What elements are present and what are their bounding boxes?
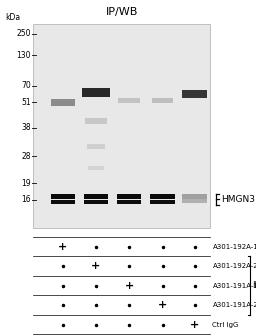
Text: 19: 19 [21,179,31,187]
Text: kDa: kDa [5,13,20,22]
Text: +: + [190,320,199,330]
Bar [117,200,141,204]
Text: 51: 51 [21,98,31,107]
Text: 130: 130 [16,51,31,60]
Text: +: + [58,242,67,252]
Bar [84,200,108,204]
Text: HMGN3: HMGN3 [221,195,255,204]
Text: 38: 38 [21,123,31,132]
Bar [33,24,210,228]
Text: 250: 250 [16,29,31,38]
Bar [182,200,207,203]
Text: IP/WB: IP/WB [105,7,138,17]
Text: +: + [125,281,134,291]
Text: IP: IP [252,281,256,290]
Bar [117,194,141,199]
Bar [152,98,174,103]
Bar [88,166,104,170]
Text: A301-191A-2: A301-191A-2 [212,302,256,308]
Bar [85,118,107,124]
Bar [182,194,207,199]
Bar [87,144,105,149]
Bar [51,99,75,106]
Text: A301-192A-2: A301-192A-2 [212,263,256,269]
Text: A301-192A-1: A301-192A-1 [212,244,256,250]
Bar [84,194,108,199]
Text: +: + [158,300,167,310]
Bar [51,200,75,204]
Text: A301-191A-1: A301-191A-1 [212,283,256,289]
Bar [151,194,175,199]
Bar [82,88,110,97]
Bar [182,90,207,98]
Text: 70: 70 [21,81,31,90]
Text: 28: 28 [21,152,31,161]
Bar [51,194,75,199]
Text: Ctrl IgG: Ctrl IgG [212,322,239,328]
Text: +: + [91,261,101,271]
Bar [151,200,175,204]
Text: 16: 16 [21,196,31,204]
Bar [118,98,140,103]
